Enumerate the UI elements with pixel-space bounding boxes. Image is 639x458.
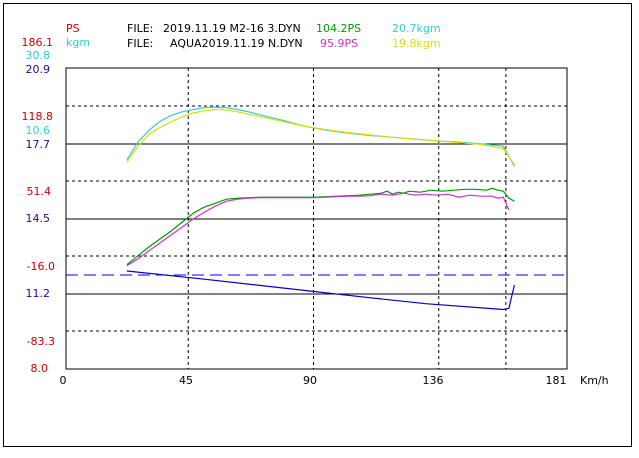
ytick-ps-0: 186.1 — [22, 36, 54, 49]
xtick-4: 181 — [546, 374, 567, 387]
file1-name: 2019.11.19 M2-16 3.DYN — [163, 22, 301, 35]
ytick-other-1: 17.7 — [26, 138, 51, 151]
series-line-4 — [126, 270, 515, 311]
ytick-other-2: 14.5 — [26, 212, 51, 225]
ytick-kgm-1: 10.6 — [26, 124, 51, 137]
file1-ps: 104.2PS — [316, 22, 361, 35]
file2-ps: 95.9PS — [320, 37, 358, 50]
xtick-3: 136 — [423, 374, 444, 387]
file2-kgm: 19.8kgm — [392, 37, 441, 50]
x-axis-label: Km/h — [580, 374, 609, 387]
ytick-other-4: 8.0 — [31, 362, 49, 375]
series-line-1 — [126, 192, 510, 267]
xtick-0: 0 — [60, 374, 67, 387]
ytick-ps-1: 118.8 — [22, 110, 54, 123]
ytick-other-0: 20.9 — [26, 63, 51, 76]
series-line-0 — [126, 187, 515, 266]
file2-name: AQUA2019.11.19 N.DYN — [170, 37, 303, 50]
ytick-ps-2: 51.4 — [27, 185, 52, 198]
ytick-ps-4: -83.3 — [27, 335, 55, 348]
ytick-other-3: 11.2 — [26, 287, 51, 300]
xtick-2: 90 — [303, 374, 317, 387]
file1-label: FILE: — [127, 22, 153, 35]
ps-unit-label: PS — [66, 22, 80, 35]
outer-border — [3, 3, 632, 447]
xtick-1: 45 — [179, 374, 193, 387]
series-layer — [126, 106, 515, 311]
ytick-ps-3: -16.0 — [27, 260, 55, 273]
grid — [66, 68, 567, 369]
plot-area-frame — [65, 67, 568, 370]
file1-kgm: 20.7kgm — [392, 22, 441, 35]
series-line-3 — [126, 108, 515, 165]
ytick-kgm-0: 30.8 — [26, 49, 51, 62]
file2-label: FILE: — [127, 37, 153, 50]
kgm-unit-label: kgm — [66, 36, 90, 49]
